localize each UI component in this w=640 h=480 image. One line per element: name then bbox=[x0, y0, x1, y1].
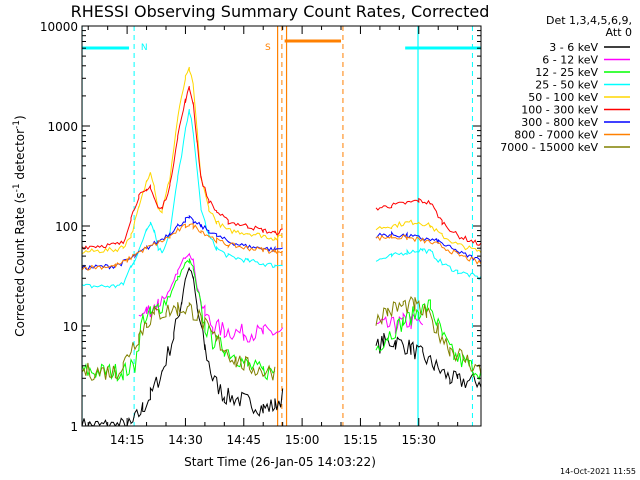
x-axis: 14:15 14:30 14:45 15:00 15:15 15:30 bbox=[87, 26, 459, 447]
x-tick-label: 14:30 bbox=[168, 433, 203, 447]
x-tick-label: 15:15 bbox=[343, 433, 378, 447]
series-line bbox=[138, 252, 284, 343]
series-line bbox=[375, 197, 481, 246]
x-tick-label: 15:00 bbox=[285, 433, 320, 447]
legend-entry-label: 50 - 100 keV bbox=[528, 91, 598, 104]
y-axis-label: Corrected Count Rate (s-1 detector-1) bbox=[12, 115, 27, 336]
y-tick-label: 10 bbox=[63, 320, 78, 334]
series-group bbox=[82, 66, 481, 426]
series-line bbox=[375, 332, 481, 389]
annotation-label: N bbox=[141, 43, 148, 53]
series-line bbox=[375, 219, 481, 253]
legend-entry-label: 100 - 300 keV bbox=[521, 104, 598, 117]
legend-entry-label: 300 - 800 keV bbox=[521, 116, 598, 129]
x-tick-label: 14:45 bbox=[226, 433, 261, 447]
y-tick-label: 10000 bbox=[40, 20, 78, 34]
footer-timestamp: 14-Oct-2021 11:55 bbox=[560, 467, 636, 476]
legend-header-line2: Att 0 bbox=[606, 26, 632, 39]
y-tick-label: 1 bbox=[70, 420, 78, 434]
x-tick-label: 15:30 bbox=[401, 433, 436, 447]
series-line bbox=[375, 247, 481, 281]
series-line bbox=[375, 230, 481, 264]
y-axis-label-sup2: -1 bbox=[12, 120, 22, 129]
annotation-label: S bbox=[265, 43, 271, 53]
series-line bbox=[82, 267, 284, 426]
chart-title: RHESSI Observing Summary Count Rates, Co… bbox=[71, 2, 490, 21]
x-axis-label: Start Time (26-Jan-05 14:03:22) bbox=[184, 455, 376, 469]
y-axis-label-mid: detector bbox=[13, 129, 27, 184]
legend-entry-label: 25 - 50 keV bbox=[535, 79, 598, 92]
series-line bbox=[375, 233, 481, 265]
series-line bbox=[82, 301, 276, 381]
legend-entry-label: 3 - 6 keV bbox=[549, 41, 598, 54]
x-tick-label: 14:15 bbox=[110, 433, 145, 447]
y-axis-label-sup1: -1 bbox=[12, 183, 22, 192]
legend-entry-label: 800 - 7000 keV bbox=[514, 129, 598, 142]
y-axis: 1 10 100 1000 10000 bbox=[40, 20, 481, 434]
legend-entry-label: 12 - 25 keV bbox=[535, 66, 598, 79]
series-line bbox=[82, 223, 283, 271]
legend-entry-label: 6 - 12 keV bbox=[542, 54, 598, 67]
legend-entry-label: 7000 - 15000 keV bbox=[500, 141, 598, 154]
series-line bbox=[82, 85, 283, 250]
series-line bbox=[82, 109, 283, 289]
y-axis-label-end: ) bbox=[13, 115, 27, 120]
series-line bbox=[82, 66, 283, 255]
y-tick-label: 100 bbox=[55, 220, 78, 234]
legend-header-line1: Det 1,3,4,5,6,9, bbox=[546, 14, 632, 27]
y-axis-label-main: Corrected Count Rate (s bbox=[13, 192, 27, 336]
y-tick-label: 1000 bbox=[47, 120, 78, 134]
series-line bbox=[375, 295, 481, 375]
